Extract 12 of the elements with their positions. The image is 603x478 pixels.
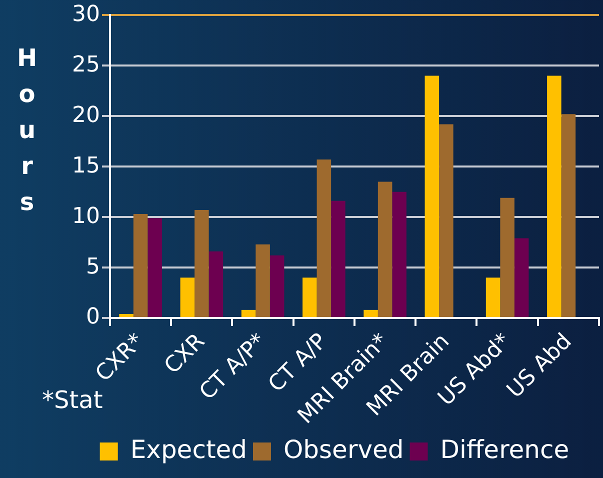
y-tick-label: 20	[72, 102, 100, 128]
legend-label: Difference	[440, 435, 570, 464]
legend-label: Expected	[130, 435, 247, 464]
y-axis-title: Hours	[12, 44, 42, 224]
y-tick-label: 5	[86, 254, 100, 280]
y-tick-label: 0	[86, 304, 100, 330]
y-tick-label: 25	[72, 52, 100, 78]
y-tick-label: 30	[72, 2, 100, 27]
y-tick-label: 15	[72, 153, 100, 178]
text: *Stat	[42, 386, 103, 414]
legend-label: Observed	[283, 435, 404, 464]
y-tick-label: 10	[72, 204, 100, 229]
